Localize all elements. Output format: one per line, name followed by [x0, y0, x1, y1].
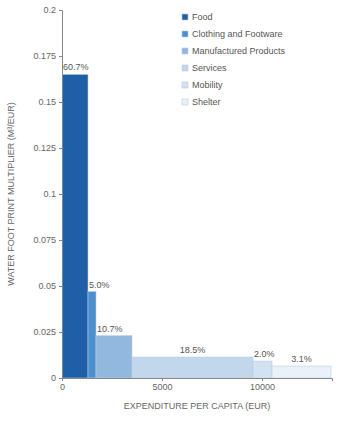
y-tick: 0.125	[33, 143, 62, 153]
legend-label: Manufactured Products	[192, 46, 286, 56]
x-tick: 5000	[152, 378, 172, 392]
y-tick-label: 0.175	[33, 51, 56, 61]
y-tick-mark	[59, 194, 62, 195]
legend-item: Food	[182, 12, 213, 22]
legend-swatch	[182, 14, 188, 20]
y-tick-mark	[59, 148, 62, 149]
y-tick-label: 0.075	[33, 235, 56, 245]
legend-item: Services	[182, 63, 227, 73]
share-labels: 60.7% 5.0% 10.7% 18.5% 2.0% 3.1%	[63, 62, 312, 364]
legend-label: Shelter	[192, 97, 221, 107]
share-label: 18.5%	[180, 345, 206, 355]
x-tick-mark	[162, 378, 163, 381]
y-tick: 0.1	[43, 189, 62, 199]
y-tick-label: 0.2	[43, 5, 56, 15]
y-tick-label: 0.05	[38, 281, 56, 291]
y-tick-label: 0.1	[43, 189, 56, 199]
legend-swatch	[182, 48, 188, 54]
legend-item: Shelter	[182, 97, 221, 107]
legend: Food Clothing and Footware Manufactured Pr…	[182, 12, 286, 107]
x-axis-title: EXPENDITURE PER CAPITA (EUR)	[124, 401, 270, 411]
y-tick-mark	[59, 378, 62, 379]
y-tick-mark	[59, 10, 62, 11]
y-axis: 0 0.025 0.05 0.075 0.1 0.125 0.15 0.175 0.2	[33, 5, 62, 383]
legend-item: Manufactured Products	[182, 46, 286, 56]
y-tick-mark	[59, 332, 62, 333]
chart: 60.7% 5.0% 10.7% 18.5% 2.0% 3.1% 0 5000 10000 0 0.…	[0, 0, 347, 421]
x-tick-label: 5000	[152, 382, 172, 392]
share-label: 60.7%	[63, 62, 89, 72]
share-label: 10.7%	[97, 324, 123, 334]
legend-label: Clothing and Footware	[192, 29, 283, 39]
y-tick: 0.075	[33, 235, 62, 245]
legend-swatch	[182, 99, 188, 105]
y-axis-line	[59, 11, 63, 379]
bar	[62, 74, 88, 378]
x-tick-mark	[262, 378, 263, 381]
y-tick-mark	[59, 286, 62, 287]
x-tick-label: 0	[60, 382, 65, 392]
share-label: 5.0%	[89, 280, 110, 290]
y-tick-mark	[59, 102, 62, 103]
y-tick-mark	[59, 56, 62, 57]
bars	[62, 74, 331, 378]
y-tick-label: 0.15	[38, 97, 56, 107]
share-label: 3.1%	[291, 354, 312, 364]
y-axis-title: WATER FOOT PRINT MULTIPLIER (M³/EUR)	[6, 102, 16, 286]
legend-swatch	[182, 31, 188, 37]
y-tick-mark	[59, 240, 62, 241]
y-tick-label: 0	[51, 373, 56, 383]
x-axis: 0 5000 10000	[60, 378, 333, 392]
bar	[272, 366, 331, 378]
y-tick: 0.2	[43, 5, 62, 15]
share-label: 2.0%	[254, 349, 275, 359]
legend-swatch	[182, 65, 188, 71]
legend-swatch	[182, 82, 188, 88]
x-tick: 0	[60, 378, 65, 392]
legend-label: Food	[192, 12, 213, 22]
x-tick-label: 10000	[250, 382, 275, 392]
legend-label: Services	[192, 63, 227, 73]
bar	[253, 361, 272, 378]
bar	[96, 336, 132, 378]
y-tick: 0	[51, 373, 62, 383]
y-tick: 0.025	[33, 327, 62, 337]
y-tick: 0.15	[38, 97, 62, 107]
y-tick: 0.05	[38, 281, 62, 291]
x-axis-line	[63, 379, 333, 382]
plot: 60.7% 5.0% 10.7% 18.5% 2.0% 3.1% 0 5000 10000 0 0.…	[33, 5, 332, 392]
x-tick: 10000	[250, 378, 275, 392]
legend-item: Clothing and Footware	[182, 29, 283, 39]
y-tick-label: 0.025	[33, 327, 56, 337]
bar	[132, 357, 253, 378]
y-tick: 0.175	[33, 51, 62, 61]
bar	[88, 292, 96, 378]
legend-label: Mobility	[192, 80, 223, 90]
y-tick-label: 0.125	[33, 143, 56, 153]
legend-item: Mobility	[182, 80, 223, 90]
